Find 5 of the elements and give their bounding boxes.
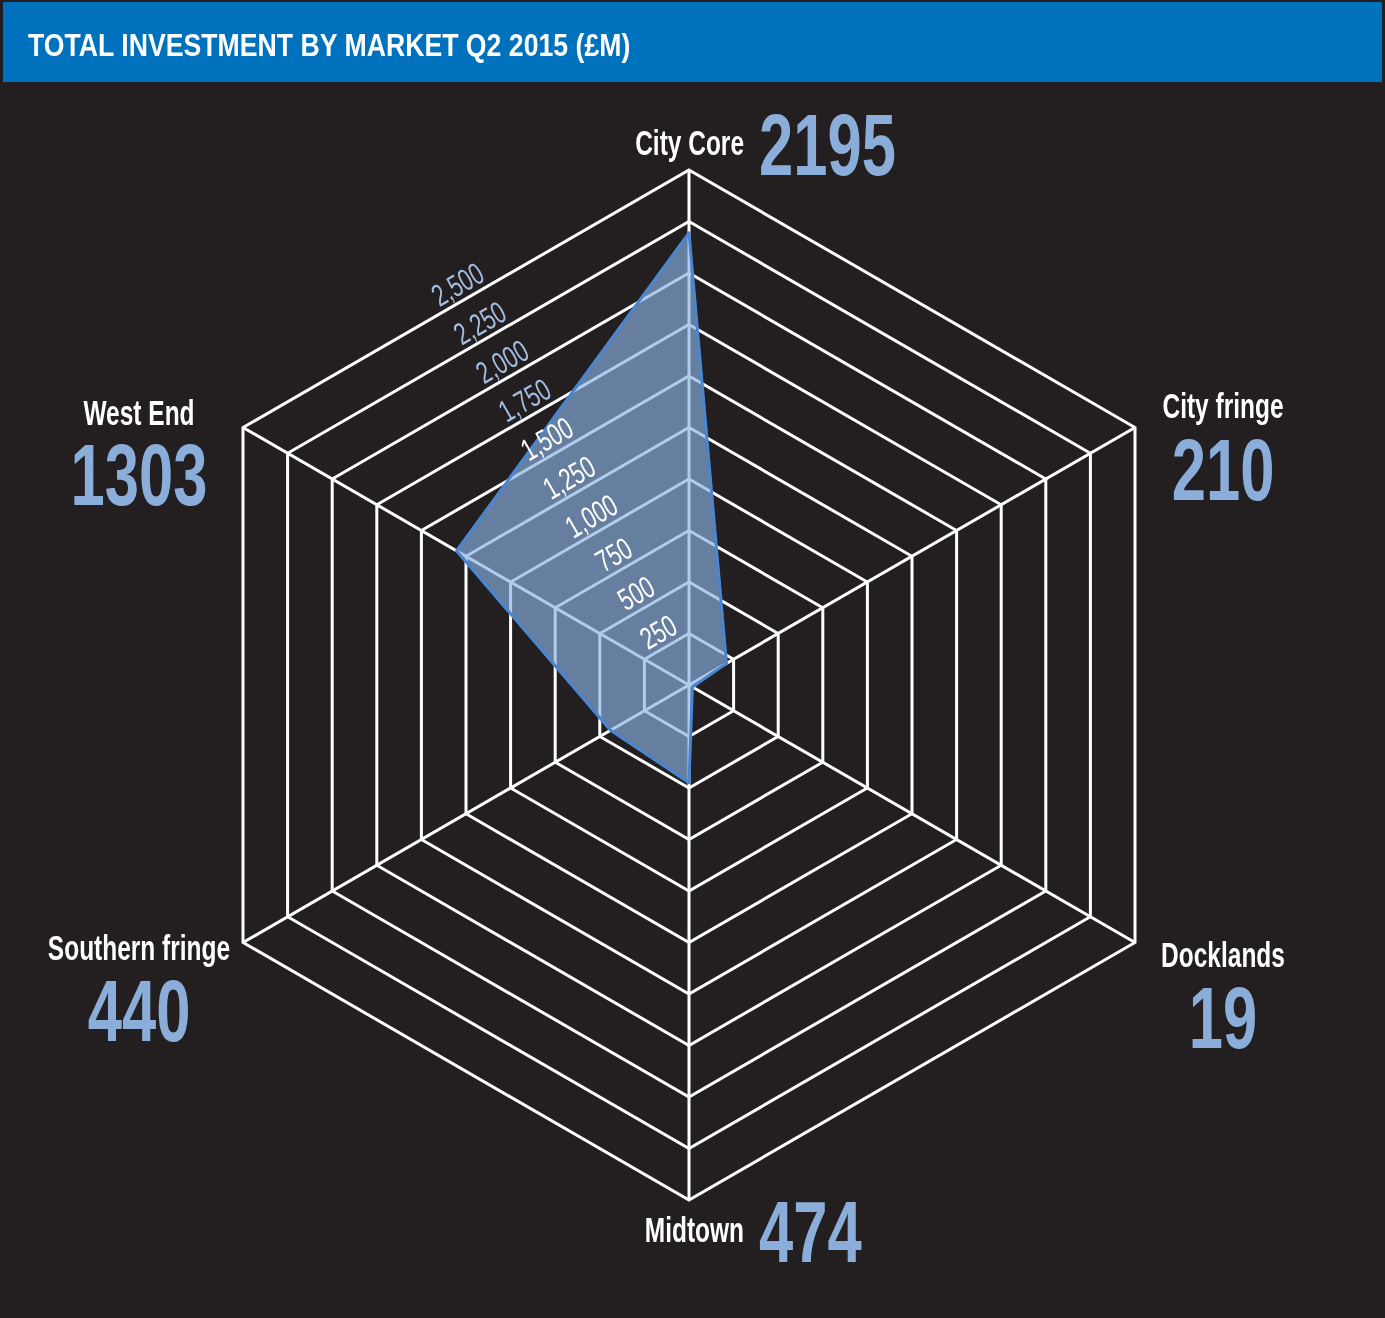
- spoke-label: Midtown: [644, 1210, 744, 1249]
- spoke-label: City Core: [635, 123, 744, 162]
- text: 474: [759, 1182, 862, 1281]
- text: 2195: [759, 95, 897, 194]
- chart-title: TOTAL INVESTMENT BY MARKET Q2 2015 (£M): [28, 28, 631, 63]
